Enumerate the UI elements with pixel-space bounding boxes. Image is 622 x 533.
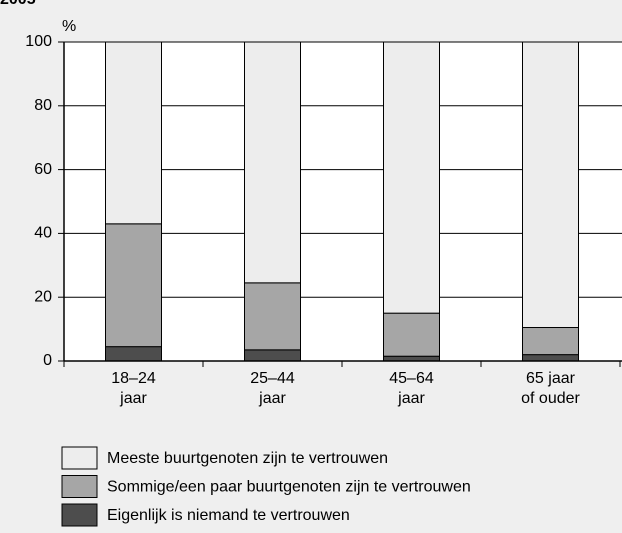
x-tick-label: 45–64	[389, 370, 434, 387]
legend-label: Meeste buurtgenoten zijn te vertrouwen	[107, 450, 388, 467]
y-axis-label: %	[62, 18, 76, 35]
legend-swatch	[61, 475, 98, 498]
bar-segment	[105, 223, 162, 348]
bar-segment	[105, 346, 162, 362]
y-tick-label: 40	[34, 225, 52, 242]
x-tick-label: 65 jaar	[526, 370, 576, 387]
chart-subtitle: 2005	[0, 0, 36, 8]
bar-segment	[244, 282, 301, 351]
y-tick-label: 0	[43, 352, 52, 369]
legend-swatch	[61, 446, 98, 470]
bar-segment	[522, 354, 579, 362]
legend-label: Eigenlijk is niemand te vertrouwen	[107, 507, 350, 524]
y-tick-label: 80	[34, 97, 52, 114]
x-tick-label: of ouder	[521, 390, 580, 407]
y-tick-label: 20	[34, 288, 52, 305]
bar-segment	[383, 312, 440, 357]
bar-segment	[522, 41, 579, 329]
legend-label: Sommige/een paar buurtgenoten zijn te ve…	[107, 479, 471, 496]
bar-segment	[522, 327, 579, 356]
legend-swatch	[61, 503, 98, 527]
bar-segment	[383, 41, 440, 314]
bar-segment	[244, 41, 301, 284]
bar-segment	[105, 41, 162, 225]
x-tick-label: jaar	[397, 390, 425, 407]
y-tick-label: 60	[34, 161, 52, 178]
x-tick-label: 25–44	[250, 370, 295, 387]
x-tick-label: 18–24	[111, 370, 156, 387]
y-tick-label: 100	[25, 33, 52, 50]
x-tick-label: jaar	[119, 390, 147, 407]
bar-segment	[244, 349, 301, 362]
x-tick-label: jaar	[258, 390, 286, 407]
